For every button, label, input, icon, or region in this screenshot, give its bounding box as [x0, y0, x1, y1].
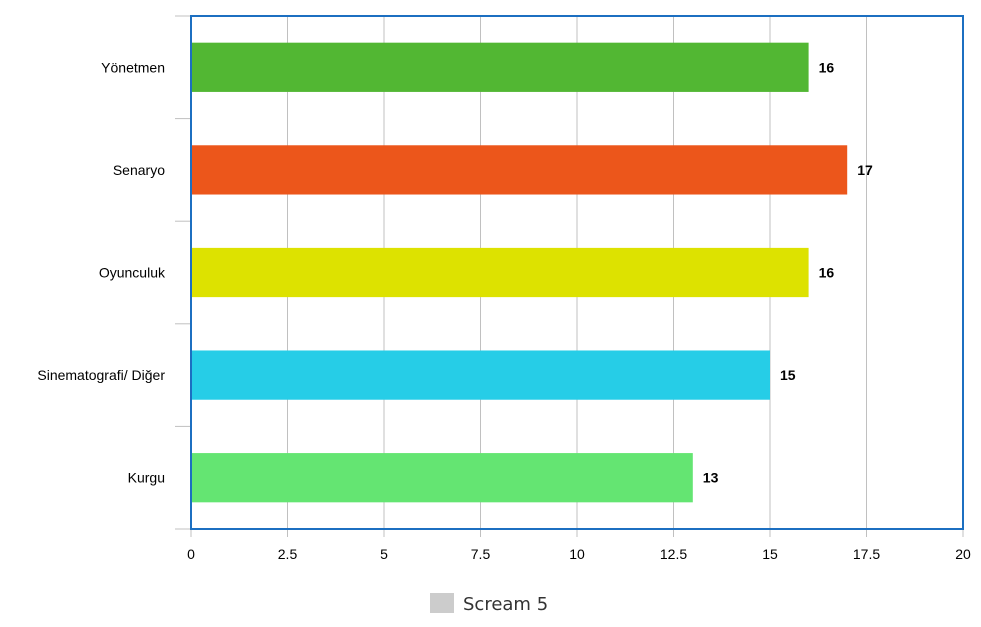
category-labels: Yönetmen Senaryo Oyunculuk Sinematografi/ D… [37, 59, 166, 485]
category-label-2: Oyunculuk [99, 265, 166, 281]
x-tick-label-6: 15 [762, 546, 778, 562]
category-label-1: Senaryo [113, 162, 165, 178]
x-tick-label-5: 12.5 [660, 546, 687, 562]
bar-0[interactable] [191, 42, 809, 92]
x-tick-label-1: 2.5 [278, 546, 298, 562]
category-label-0: Yönetmen [101, 59, 165, 75]
x-tick-label-7: 17.5 [853, 546, 880, 562]
bar-2[interactable] [191, 247, 809, 298]
x-tick-label-3: 7.5 [471, 546, 491, 562]
x-axis-ticks: 0 2.5 5 7.5 10 12.5 15 17.5 20 [187, 546, 971, 562]
data-label-1: 17 [857, 162, 873, 178]
category-label-3: Sinematografi/ Diğer [37, 367, 165, 383]
data-label-2: 16 [819, 265, 835, 281]
x-tick-label-4: 10 [569, 546, 585, 562]
x-tick-label-2: 5 [380, 546, 388, 562]
bar-1[interactable] [191, 145, 848, 195]
bars: 16 17 16 15 13 [191, 42, 873, 503]
data-label-3: 15 [780, 367, 796, 383]
bar-4[interactable] [191, 453, 693, 503]
x-tick-label-8: 20 [955, 546, 971, 562]
plot-area-border [190, 15, 964, 530]
category-label-4: Kurgu [128, 470, 165, 486]
legend[interactable]: Scream 5 [430, 593, 548, 615]
data-label-0: 16 [819, 59, 835, 75]
x-tick-label-0: 0 [187, 546, 195, 562]
legend-label[interactable]: Scream 5 [463, 594, 548, 615]
legend-swatch[interactable] [430, 593, 454, 613]
bar-3[interactable] [191, 350, 770, 400]
data-label-4: 13 [703, 470, 719, 486]
